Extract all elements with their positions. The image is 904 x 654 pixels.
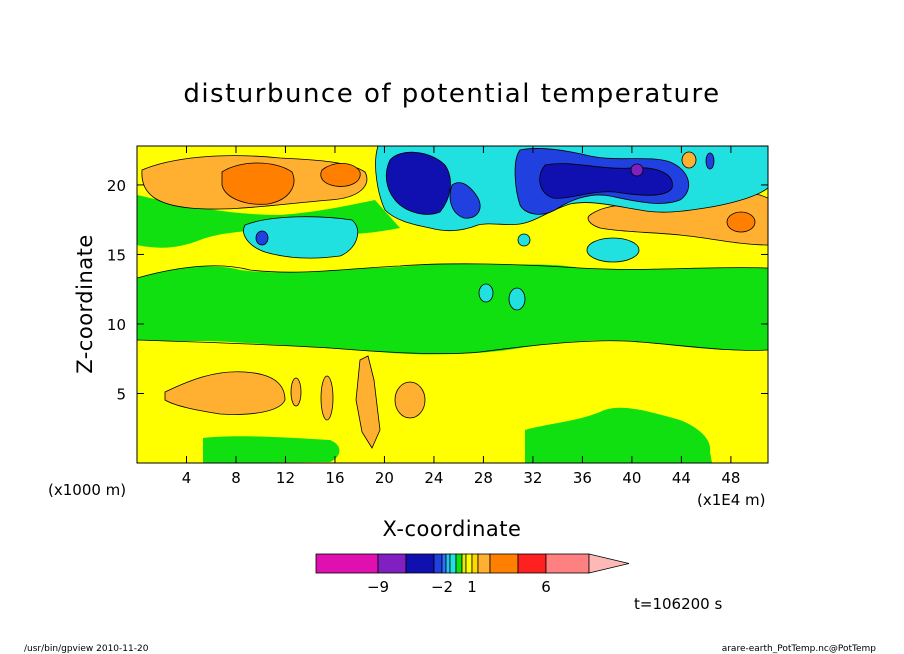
- y-tick-label: 20: [107, 177, 126, 195]
- y-axis-title: Z-coordinate: [73, 234, 97, 374]
- time-label: t=106200 s: [634, 595, 722, 613]
- field-cold-core-left: [385, 151, 451, 215]
- field-contour-line-lower: [137, 339, 768, 355]
- field-warm-core-upper-right: [726, 211, 756, 233]
- x-unit-label: (x1E4 m): [697, 491, 766, 509]
- y-tick-label: 10: [107, 316, 126, 334]
- x-tick-label: 40: [622, 469, 641, 487]
- x-tick-label: 48: [721, 469, 740, 487]
- colorbar-swatch: [441, 553, 447, 574]
- field-warm-streak-2: [320, 375, 334, 421]
- x-tick-label: 12: [276, 469, 295, 487]
- colorbar-swatch: [489, 553, 519, 574]
- colorbar: [315, 553, 630, 574]
- y-tick-label: 15: [107, 246, 126, 264]
- x-tick-label: 16: [325, 469, 344, 487]
- field-coldest-spot: [630, 163, 644, 177]
- field-cold-dot-mid-3: [517, 233, 531, 247]
- contour-field: [137, 146, 768, 463]
- field-cold-patch-right: [586, 237, 640, 263]
- x-tick-label: 20: [375, 469, 394, 487]
- field-cold-dot-mid-1: [478, 283, 494, 303]
- colorbar-swatch: [477, 553, 491, 574]
- colorbar-labels: −9 −2 1 6: [367, 578, 551, 596]
- colorbar-swatch: [517, 553, 547, 574]
- field-cold-dot-left: [255, 230, 269, 246]
- field-warm-pocket-lower-mid: [394, 381, 426, 419]
- field-cold-core-mid: [449, 182, 481, 219]
- colorbar-extend-arrow: [588, 553, 630, 574]
- x-tick-label: 8: [231, 469, 241, 487]
- colorbar-swatch: [315, 553, 379, 574]
- colorbar-tick-label: −2: [431, 578, 453, 596]
- x-axis-ticks: 4 8 12 16 20 24 28 32 36 40 44 48: [182, 146, 740, 487]
- y-axis-ticks: 5 10 15 20: [107, 177, 768, 403]
- x-tick-label: 44: [672, 469, 691, 487]
- field-zero-band: [137, 263, 768, 355]
- x-tick-label: 4: [182, 469, 192, 487]
- colorbar-swatch: [377, 553, 407, 574]
- colorbar-swatch: [405, 553, 435, 574]
- field-warm-core-upper-left: [221, 162, 295, 205]
- chart-title: disturbunce of potential temperature: [183, 79, 720, 109]
- x-tick-label: 36: [573, 469, 592, 487]
- x-tick-label: 24: [424, 469, 443, 487]
- field-cold-dot-right: [705, 152, 715, 170]
- colorbar-swatch: [455, 553, 463, 574]
- colorbar-tick-label: −9: [367, 578, 389, 596]
- field-bottom-green-right: [525, 407, 712, 463]
- field-disturbance-plume: [355, 355, 381, 449]
- field-warm-pocket-lower-left: [164, 371, 286, 415]
- colorbar-swatch: [445, 553, 451, 574]
- colorbar-swatch: [461, 553, 467, 574]
- field-warm-core-upper-left-2: [320, 163, 361, 187]
- colorbar-swatch: [471, 553, 479, 574]
- field-bottom-green-left: [203, 436, 340, 463]
- y-unit-label: (x1000 m): [48, 481, 126, 499]
- plot-frame: [136, 145, 769, 464]
- colorbar-swatch: [545, 553, 590, 574]
- field-cold-dot-mid-2: [508, 287, 526, 311]
- x-tick-label: 32: [523, 469, 542, 487]
- footer-right: arare-earth_PotTemp.nc@PotTemp: [722, 644, 877, 654]
- field-warm-dot-right: [681, 151, 697, 169]
- colorbar-swatch: [465, 553, 473, 574]
- colorbar-swatch: [449, 553, 457, 574]
- footer-left: /usr/bin/gpview 2010-11-20: [24, 644, 149, 654]
- y-tick-label: 5: [116, 385, 126, 403]
- field-warm-streak-1: [290, 377, 302, 407]
- colorbar-tick-label: 1: [467, 578, 477, 596]
- colorbar-swatch: [433, 553, 443, 574]
- colorbar-tick-label: 6: [541, 578, 551, 596]
- x-axis-title: X-coordinate: [383, 517, 522, 541]
- x-tick-label: 28: [474, 469, 493, 487]
- field-cold-patch-left: [243, 216, 359, 259]
- field-contour-line-upper: [137, 263, 768, 279]
